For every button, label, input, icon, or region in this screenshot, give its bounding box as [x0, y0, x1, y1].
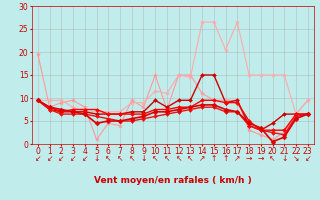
Text: ↖: ↖ [175, 154, 182, 163]
Text: ↗: ↗ [234, 154, 241, 163]
Text: ↖: ↖ [164, 154, 170, 163]
X-axis label: Vent moyen/en rafales ( km/h ): Vent moyen/en rafales ( km/h ) [94, 176, 252, 185]
Text: ↙: ↙ [305, 154, 311, 163]
Text: →: → [258, 154, 264, 163]
Text: ↓: ↓ [140, 154, 147, 163]
Text: ↖: ↖ [105, 154, 111, 163]
Text: ↖: ↖ [129, 154, 135, 163]
Text: ↑: ↑ [222, 154, 229, 163]
Text: ↖: ↖ [269, 154, 276, 163]
Text: ↖: ↖ [117, 154, 123, 163]
Text: ↖: ↖ [187, 154, 194, 163]
Text: ↙: ↙ [58, 154, 65, 163]
Text: ↙: ↙ [70, 154, 76, 163]
Text: ↙: ↙ [46, 154, 53, 163]
Text: ↓: ↓ [93, 154, 100, 163]
Text: ↙: ↙ [82, 154, 88, 163]
Text: ↗: ↗ [199, 154, 205, 163]
Text: ↘: ↘ [293, 154, 299, 163]
Text: ↓: ↓ [281, 154, 287, 163]
Text: ↖: ↖ [152, 154, 158, 163]
Text: →: → [246, 154, 252, 163]
Text: ↙: ↙ [35, 154, 41, 163]
Text: ↑: ↑ [211, 154, 217, 163]
